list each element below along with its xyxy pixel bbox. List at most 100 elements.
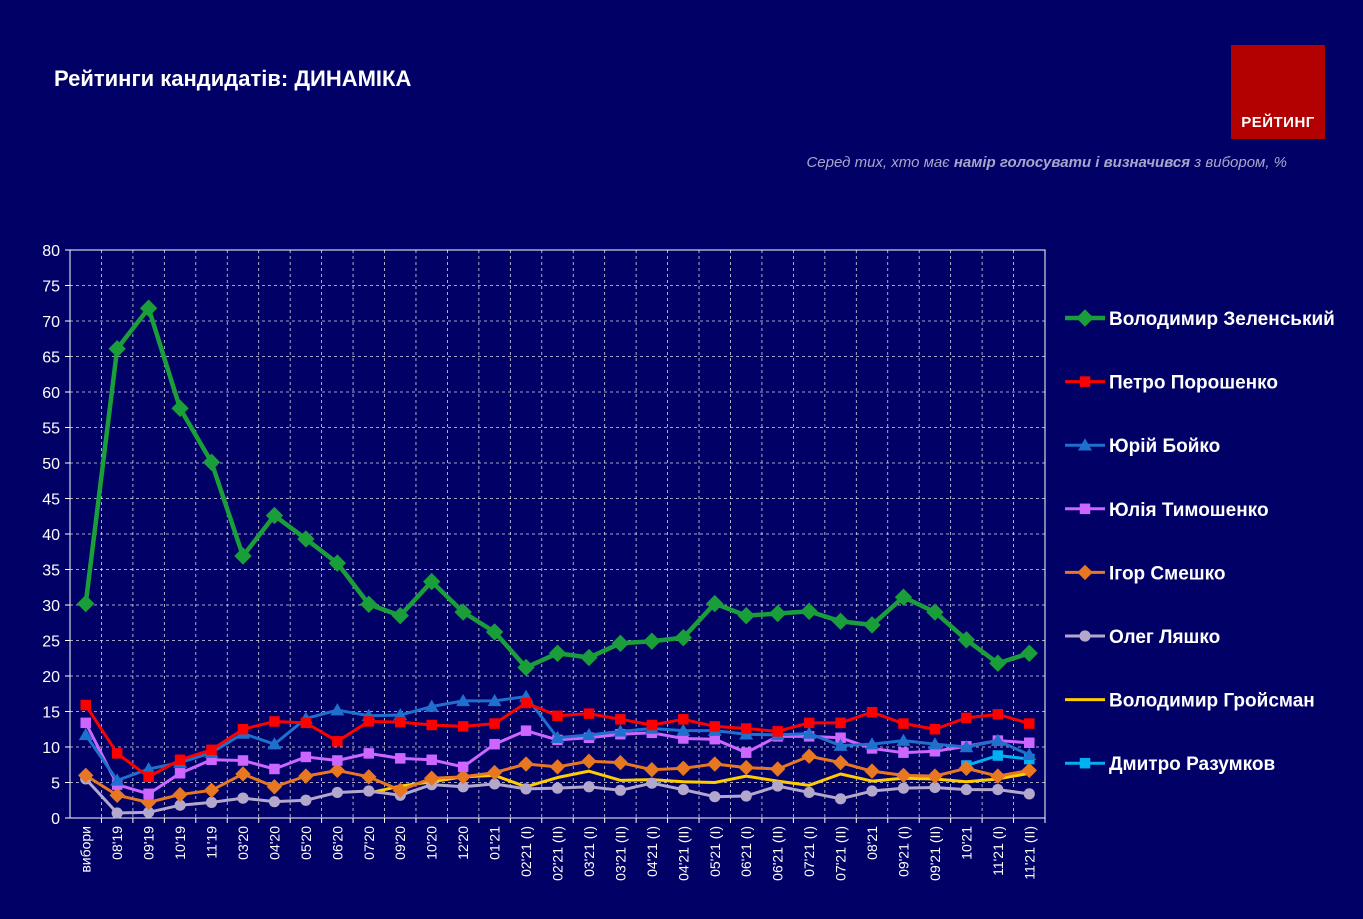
- data-point: [960, 784, 972, 796]
- data-point: [803, 717, 815, 729]
- data-point: [455, 769, 471, 785]
- data-point: [957, 631, 976, 649]
- data-point: [108, 339, 126, 358]
- data-point: [929, 746, 941, 757]
- y-tick-label: 75: [42, 279, 60, 296]
- data-point: [269, 716, 280, 727]
- y-tick-label: 30: [42, 598, 60, 615]
- data-point: [676, 723, 691, 736]
- subtitle-bold: намір голосувати і визначився: [953, 154, 1191, 171]
- data-point: [834, 793, 847, 805]
- data-point: [552, 710, 563, 722]
- data-point: [205, 796, 218, 808]
- data-point: [454, 603, 472, 621]
- data-point: [171, 399, 189, 418]
- data-point: [174, 754, 186, 766]
- data-point: [992, 709, 1004, 720]
- data-point: [423, 770, 440, 786]
- data-point: [174, 799, 186, 811]
- x-tick-label: 08'19: [109, 826, 125, 860]
- data-point: [1021, 762, 1037, 779]
- data-point: [520, 783, 532, 795]
- data-point: [330, 703, 345, 716]
- y-tick-label: 15: [42, 705, 60, 722]
- data-point: [266, 779, 283, 795]
- data-point: [268, 796, 281, 808]
- y-tick-label: 45: [42, 492, 60, 509]
- data-point: [990, 733, 1005, 746]
- data-point: [801, 748, 817, 764]
- data-point: [329, 762, 346, 779]
- data-point: [992, 750, 1004, 761]
- data-point: [583, 708, 595, 719]
- data-point: [611, 634, 630, 653]
- x-tick-label: 08'21: [864, 826, 880, 860]
- data-point: [864, 763, 880, 779]
- data-point: [927, 768, 943, 784]
- legend-label: Ігор Смешко: [1109, 563, 1225, 584]
- data-point: [203, 782, 220, 799]
- data-point: [803, 786, 815, 799]
- data-point: [768, 604, 787, 623]
- data-point: [488, 778, 501, 790]
- x-tick-label: 03'20: [235, 826, 251, 860]
- data-point: [643, 632, 661, 650]
- data-point: [926, 603, 944, 621]
- y-tick-label: 80: [42, 243, 60, 260]
- legend-label: Володимир Зеленський: [1109, 309, 1335, 330]
- x-tick-label: 05'20: [298, 826, 314, 860]
- data-point: [832, 754, 849, 771]
- data-point: [896, 733, 911, 746]
- data-point: [707, 756, 723, 772]
- x-tick-label: 09'21 (I): [895, 826, 911, 877]
- page-title: Рейтинги кандидатів: ДИНАМІКА: [54, 66, 412, 91]
- data-point: [709, 791, 721, 803]
- legend-swatch-marker: [1076, 309, 1094, 327]
- data-point: [391, 606, 409, 625]
- data-point: [394, 716, 406, 728]
- data-point: [456, 693, 471, 707]
- data-point: [360, 595, 378, 613]
- legend-label: Дмитро Разумков: [1109, 754, 1275, 775]
- data-point: [581, 753, 597, 769]
- data-point: [615, 714, 626, 725]
- y-tick-label: 50: [42, 456, 60, 473]
- data-point: [143, 806, 155, 818]
- y-tick-label: 10: [42, 740, 60, 757]
- data-point: [1024, 737, 1035, 748]
- data-point: [237, 755, 249, 766]
- data-point: [110, 773, 125, 786]
- data-point: [959, 740, 974, 753]
- data-point: [394, 753, 406, 764]
- x-tick-label: 04'20: [266, 826, 282, 860]
- data-point: [109, 787, 125, 803]
- data-point: [929, 724, 941, 735]
- data-point: [551, 782, 564, 794]
- data-point: [300, 794, 312, 806]
- data-point: [80, 717, 91, 729]
- x-tick-label: 06'21 (I): [738, 826, 754, 877]
- data-point: [518, 756, 534, 772]
- data-point: [331, 786, 343, 799]
- data-point: [802, 726, 817, 739]
- data-point: [1024, 718, 1035, 729]
- data-point: [424, 699, 439, 712]
- data-point: [235, 766, 251, 782]
- data-point: [332, 736, 343, 747]
- data-point: [740, 723, 752, 734]
- legend-label: Петро Порошенко: [1109, 373, 1278, 394]
- data-point: [78, 767, 94, 784]
- data-point: [517, 658, 535, 677]
- data-point: [646, 719, 658, 731]
- data-point: [457, 761, 469, 773]
- data-point: [485, 623, 504, 641]
- data-point: [706, 594, 724, 613]
- data-point: [80, 699, 91, 711]
- data-point: [958, 760, 975, 777]
- data-point: [550, 730, 565, 744]
- data-point: [426, 719, 437, 731]
- logo-text: РЕЙТИНГ: [1241, 114, 1315, 131]
- data-point: [740, 747, 752, 758]
- legend-swatch-marker: [1079, 630, 1091, 642]
- y-tick-label: 25: [42, 634, 60, 651]
